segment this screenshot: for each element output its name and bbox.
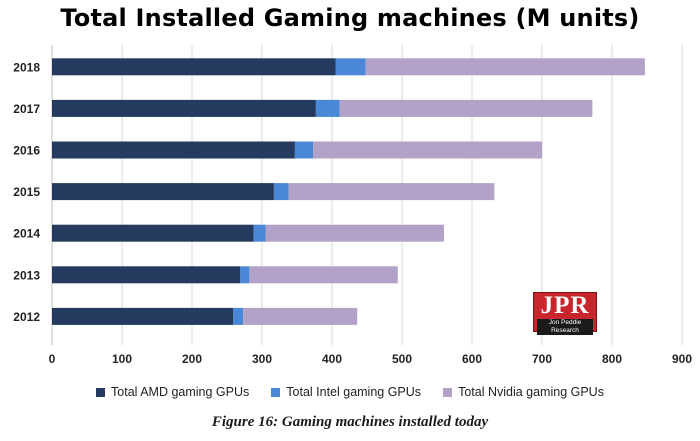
bar-intel-2014 (253, 224, 266, 242)
y-category-label: 2016 (13, 144, 40, 158)
bar-intel-2013 (240, 266, 250, 284)
chart-title: Total Installed Gaming machines (M units… (60, 4, 640, 32)
y-axis-labels: 2018 2017 2016 2015 2014 2013 2012 (13, 60, 40, 324)
bar-nvidia-2015 (288, 183, 495, 201)
legend-label-nvidia: Total Nvidia gaming GPUs (458, 385, 604, 399)
bar-nvidia-2016 (313, 141, 542, 159)
chart-plot: 2018 2017 2016 2015 2014 2013 2012 0 100 200 300 4… (13, 45, 693, 366)
x-tick-label: 200 (182, 352, 202, 366)
y-category-label: 2013 (13, 268, 40, 282)
bar-amd-2018 (52, 58, 336, 76)
legend-label-amd: Total AMD gaming GPUs (111, 385, 250, 399)
y-category-label: 2012 (13, 310, 40, 324)
x-tick-label: 0 (49, 352, 56, 366)
figure-caption: Figure 16: Gaming machines installed tod… (211, 414, 489, 430)
bar-nvidia-2013 (249, 266, 398, 284)
legend-item-amd: Total AMD gaming GPUs (96, 385, 249, 399)
bar-nvidia-2017 (339, 99, 593, 117)
bar-intel-2012 (233, 307, 244, 325)
legend-swatch-intel (271, 387, 281, 397)
logo-sub-text: Jon Peddie Research (537, 319, 593, 335)
x-tick-label: 800 (602, 352, 622, 366)
x-tick-label: 300 (252, 352, 272, 366)
x-tick-label: 700 (532, 352, 552, 366)
x-axis-ticks: 0 100 200 300 400 500 600 700 800 900 (49, 352, 693, 366)
legend-item-intel: Total Intel gaming GPUs (271, 385, 421, 399)
y-category-label: 2014 (13, 227, 40, 241)
x-tick-label: 500 (392, 352, 412, 366)
x-tick-label: 100 (112, 352, 132, 366)
y-category-label: 2018 (13, 60, 40, 74)
legend-swatch-nvidia (443, 387, 453, 397)
x-tick-label: 400 (322, 352, 342, 366)
bar-amd-2016 (52, 141, 295, 159)
legend-label-intel: Total Intel gaming GPUs (286, 385, 422, 399)
x-tick-label: 600 (462, 352, 482, 366)
bar-intel-2017 (315, 99, 340, 117)
legend-item-nvidia: Total Nvidia gaming GPUs (443, 385, 604, 399)
chart-legend: Total AMD gaming GPUs Total Intel gaming… (0, 385, 700, 399)
logo-main-text: JPR (540, 292, 590, 319)
y-category-label: 2015 (13, 185, 40, 199)
legend-swatch-amd (96, 387, 106, 397)
bar-amd-2013 (52, 266, 241, 284)
jpr-logo: JPR Jon Peddie Research (533, 292, 597, 335)
bar-amd-2015 (52, 183, 274, 201)
bar-intel-2015 (273, 183, 289, 201)
bar-intel-2018 (335, 58, 366, 76)
bar-intel-2016 (294, 141, 314, 159)
bar-nvidia-2012 (243, 307, 358, 325)
bar-amd-2017 (52, 99, 316, 117)
x-tick-label: 900 (672, 352, 692, 366)
bar-nvidia-2018 (365, 58, 645, 76)
bars (52, 58, 645, 325)
bar-amd-2012 (52, 307, 234, 325)
y-category-label: 2017 (13, 102, 40, 116)
bar-amd-2014 (52, 224, 254, 242)
bar-nvidia-2014 (265, 224, 444, 242)
